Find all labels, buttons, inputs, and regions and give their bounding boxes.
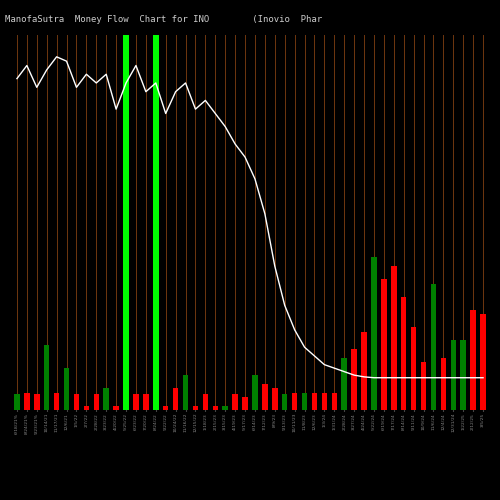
Bar [232,394,238,410]
Bar [104,388,109,410]
Bar [44,344,50,410]
Bar [212,406,218,410]
Bar [54,392,60,410]
Bar [133,394,138,410]
Bar [272,388,278,410]
Bar [371,258,376,410]
Bar [401,296,406,410]
Bar [352,349,357,410]
Bar [114,406,119,410]
Bar [64,368,70,410]
Bar [421,362,426,410]
Bar [312,392,317,410]
Text: ManofaSutra  Money Flow  Chart for INO        (Inovio  Phar                     : ManofaSutra Money Flow Chart for INO (In… [5,15,500,24]
Bar [143,394,148,410]
Bar [302,392,308,410]
Bar [24,392,30,410]
Bar [202,394,208,410]
Bar [322,392,327,410]
Bar [480,314,486,410]
Bar [153,35,158,410]
Bar [381,279,386,410]
Bar [262,384,268,410]
Bar [362,332,367,410]
Bar [430,284,436,410]
Bar [183,375,188,410]
Bar [222,406,228,410]
Bar [411,327,416,410]
Bar [292,392,298,410]
Bar [192,406,198,410]
Bar [84,406,89,410]
Bar [163,406,168,410]
Bar [252,375,258,410]
Bar [242,397,248,410]
Bar [391,266,396,410]
Bar [450,340,456,410]
Bar [440,358,446,410]
Bar [460,340,466,410]
Bar [470,310,476,410]
Bar [14,394,20,410]
Bar [342,358,347,410]
Bar [124,35,129,410]
Bar [173,388,178,410]
Bar [282,394,288,410]
Bar [74,394,79,410]
Bar [332,392,337,410]
Bar [34,394,40,410]
Bar [94,394,99,410]
